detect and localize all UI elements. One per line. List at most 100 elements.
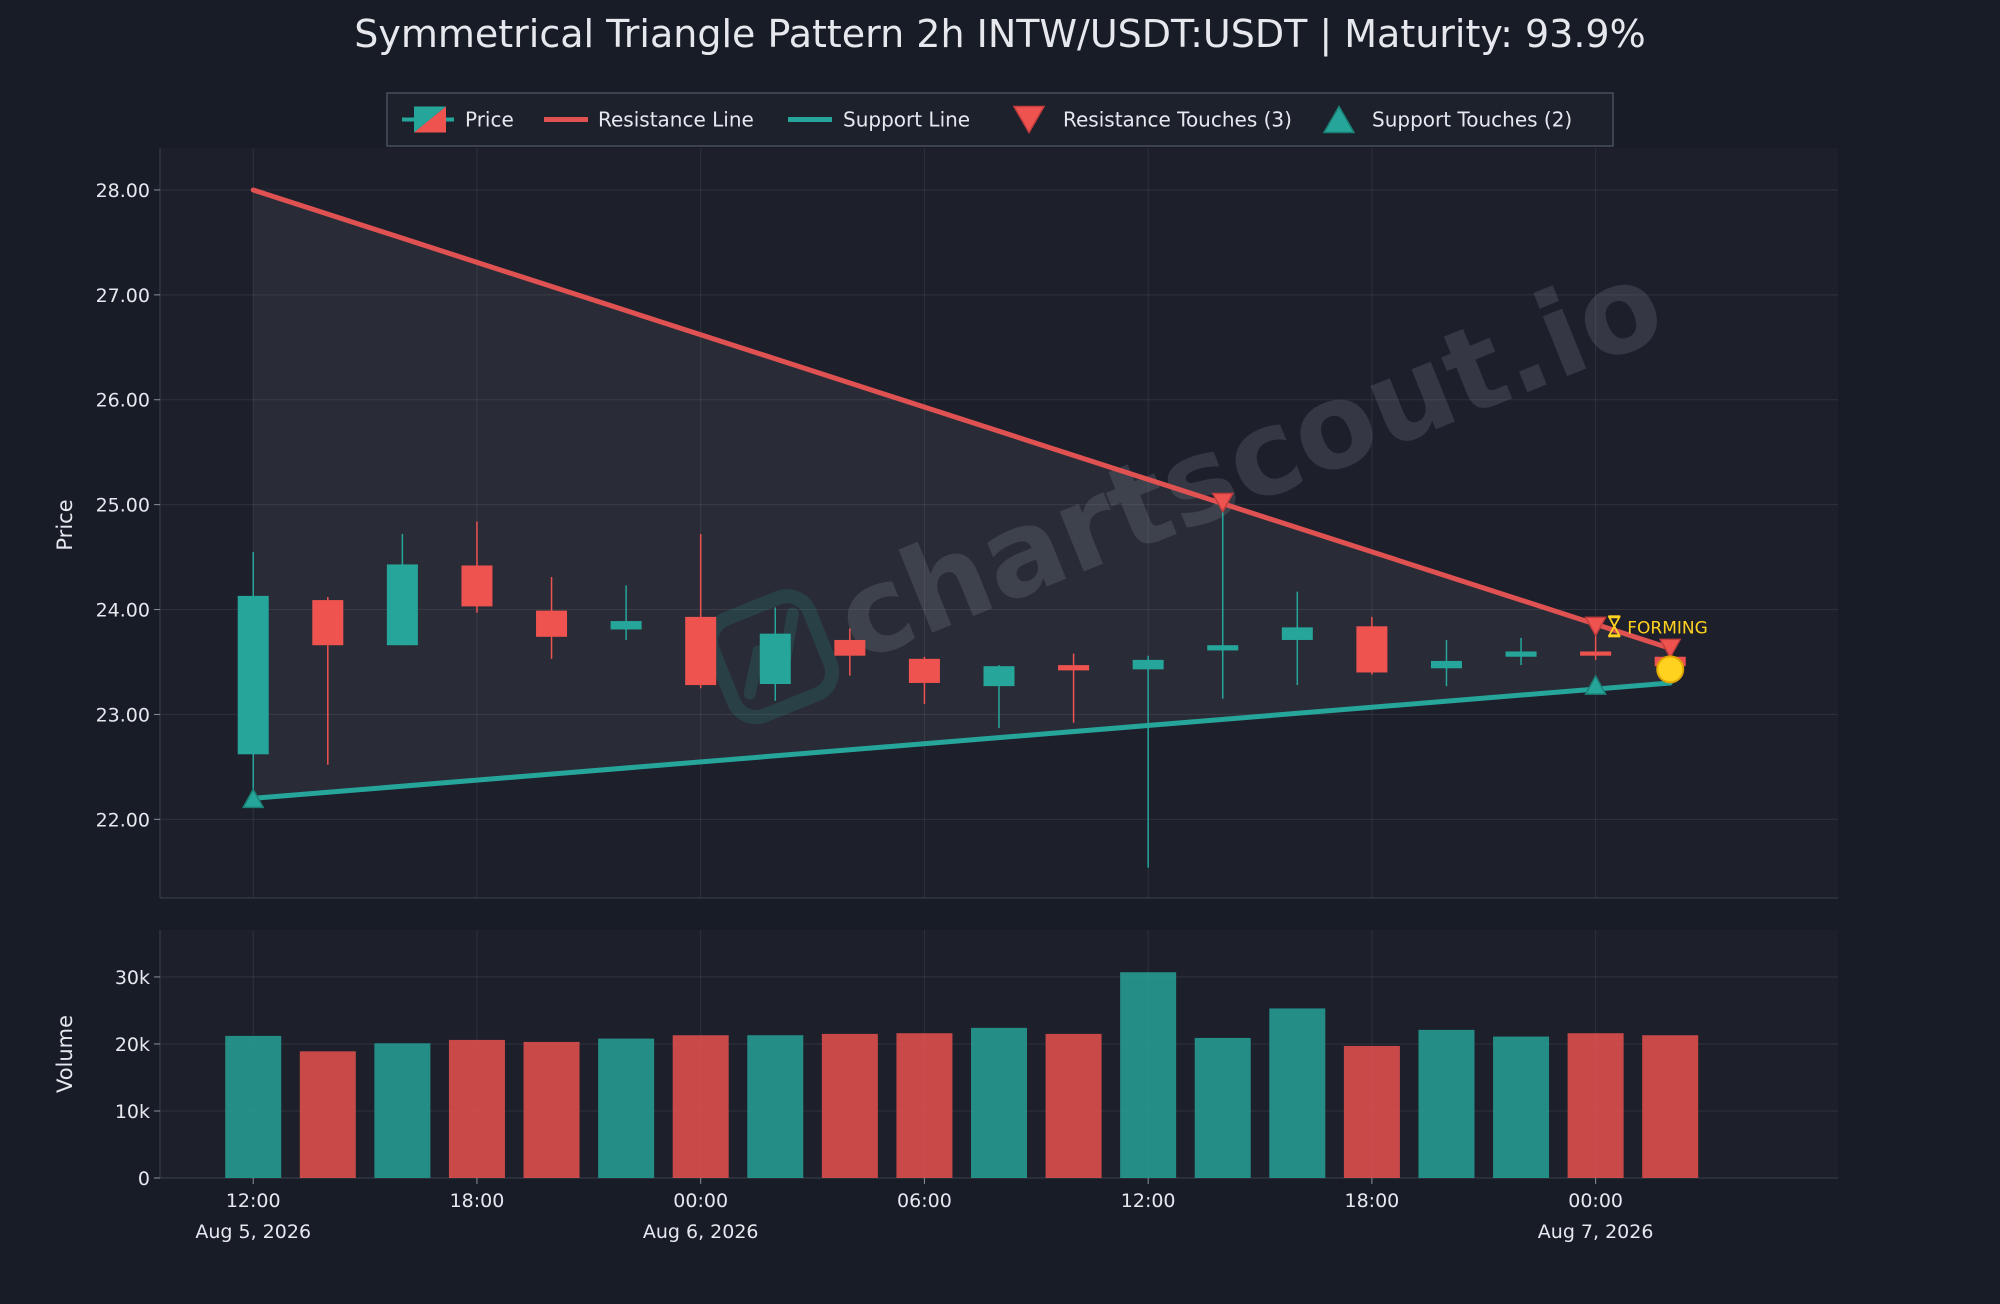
price-tick-label: 24.00 bbox=[96, 600, 150, 622]
volume-bar bbox=[1493, 1036, 1550, 1178]
candle bbox=[1505, 637, 1537, 666]
volume-bar bbox=[1418, 1029, 1475, 1178]
resistance-touch-marker bbox=[1211, 492, 1235, 514]
price-tick-label: 23.00 bbox=[96, 704, 150, 726]
watermark-logo-frame bbox=[704, 589, 840, 725]
price-panel-background bbox=[160, 148, 1838, 898]
legend-label: Support Touches (2) bbox=[1372, 108, 1572, 132]
candle-body bbox=[461, 565, 493, 607]
volume-bar bbox=[1045, 1033, 1102, 1178]
legend-label: Resistance Line bbox=[598, 108, 754, 132]
resistance-touch-marker bbox=[1584, 616, 1607, 637]
hourglass-icon bbox=[1607, 615, 1621, 638]
date-label: Aug 7, 2026 bbox=[1538, 1221, 1654, 1243]
volume-tick-label: 20k bbox=[115, 1034, 150, 1056]
time-tick-label: 00:00 bbox=[673, 1190, 728, 1212]
volume-bar bbox=[1194, 1037, 1251, 1178]
volume-bar bbox=[896, 1033, 953, 1178]
candle-body bbox=[759, 633, 791, 685]
time-tick-label: 12:00 bbox=[1121, 1190, 1176, 1212]
price-tick-label: 28.00 bbox=[96, 180, 150, 202]
candle-body bbox=[908, 658, 940, 683]
candle bbox=[1058, 653, 1090, 723]
time-tick-label: 12:00 bbox=[226, 1190, 281, 1212]
candle bbox=[461, 521, 493, 613]
candle-body bbox=[1580, 651, 1612, 656]
volume-bar bbox=[225, 1035, 282, 1178]
candle-body bbox=[237, 595, 269, 755]
support-line bbox=[250, 680, 1673, 801]
candle-body bbox=[536, 610, 568, 637]
volume-tick-label: 0 bbox=[138, 1168, 150, 1190]
candle bbox=[536, 577, 568, 659]
time-tick-label: 00:00 bbox=[1568, 1190, 1623, 1212]
triangle-pattern-fill bbox=[253, 189, 1671, 799]
price-tick-label: 27.00 bbox=[96, 285, 150, 307]
candle bbox=[759, 607, 791, 701]
candle-body bbox=[386, 564, 418, 646]
volume-bar bbox=[1642, 1035, 1699, 1178]
price-tick-label: 22.00 bbox=[96, 809, 150, 831]
volume-bar bbox=[448, 1039, 505, 1178]
date-label: Aug 6, 2026 bbox=[643, 1221, 759, 1243]
candle-body bbox=[1058, 665, 1090, 671]
candle bbox=[386, 534, 418, 646]
volume-bar bbox=[598, 1038, 655, 1178]
time-tick-label: 06:00 bbox=[897, 1190, 952, 1212]
candle-body bbox=[312, 600, 344, 646]
candle bbox=[610, 585, 642, 640]
candle bbox=[1356, 616, 1388, 675]
candle-body bbox=[1281, 627, 1313, 640]
legend-swatch-marker bbox=[1322, 104, 1356, 134]
candle bbox=[983, 665, 1015, 729]
volume-bar bbox=[523, 1041, 580, 1178]
current-price-marker bbox=[1656, 655, 1685, 684]
volume-bar bbox=[299, 1051, 356, 1178]
chart-title: Symmetrical Triangle Pattern 2h INTW/USD… bbox=[354, 12, 1645, 57]
volume-bar bbox=[672, 1035, 729, 1178]
volume-bar bbox=[1120, 972, 1177, 1178]
volume-bar bbox=[747, 1035, 804, 1178]
candle bbox=[908, 656, 940, 704]
volume-bar bbox=[1269, 1008, 1326, 1178]
candle-body bbox=[685, 616, 717, 686]
candle-body bbox=[983, 666, 1015, 687]
legend-box bbox=[386, 92, 1614, 147]
volume-axis-label: Volume bbox=[53, 1015, 77, 1093]
candle bbox=[1207, 506, 1239, 699]
legend-label: Resistance Touches (3) bbox=[1063, 108, 1292, 132]
date-label: Aug 5, 2026 bbox=[195, 1221, 311, 1243]
candle bbox=[685, 534, 717, 689]
volume-bar bbox=[1343, 1045, 1400, 1178]
candle-body bbox=[834, 639, 866, 656]
x-axis: 12:00 18:00 00:00 06:00 12:00 18:00 00:00 Aug 5… bbox=[195, 1178, 1653, 1243]
price-tick-label: 25.00 bbox=[96, 495, 150, 517]
legend-swatch-marker bbox=[1012, 105, 1046, 135]
candle-body bbox=[1207, 645, 1239, 651]
legend-swatch-price bbox=[402, 106, 454, 133]
volume-tick-label: 30k bbox=[115, 967, 150, 989]
volume-bar bbox=[821, 1033, 878, 1178]
legend-label: Price bbox=[465, 108, 514, 132]
candle-body bbox=[610, 621, 642, 630]
price-axis-label: Price bbox=[53, 499, 77, 550]
candle bbox=[834, 628, 866, 676]
price-tick-label: 26.00 bbox=[96, 390, 150, 412]
volume-tick-label: 10k bbox=[115, 1101, 150, 1123]
legend-swatch-triangle-up bbox=[1322, 104, 1356, 134]
candle bbox=[1430, 639, 1462, 687]
price-panel: 22.0023.0024.0025.0026.0027.0028.00chart… bbox=[96, 148, 1838, 899]
legend-label: Support Line bbox=[843, 108, 970, 132]
volume-bar bbox=[1567, 1033, 1624, 1178]
candle-body bbox=[1356, 626, 1388, 673]
candle-body bbox=[1430, 660, 1462, 669]
resistance-line bbox=[250, 187, 1673, 651]
candle bbox=[312, 596, 344, 765]
support-touch-marker bbox=[241, 787, 265, 809]
volume-bar bbox=[971, 1027, 1027, 1178]
status-label: FORMING bbox=[1627, 618, 1708, 638]
time-tick-label: 18:00 bbox=[1345, 1190, 1400, 1212]
legend-swatch-down bbox=[414, 106, 446, 133]
